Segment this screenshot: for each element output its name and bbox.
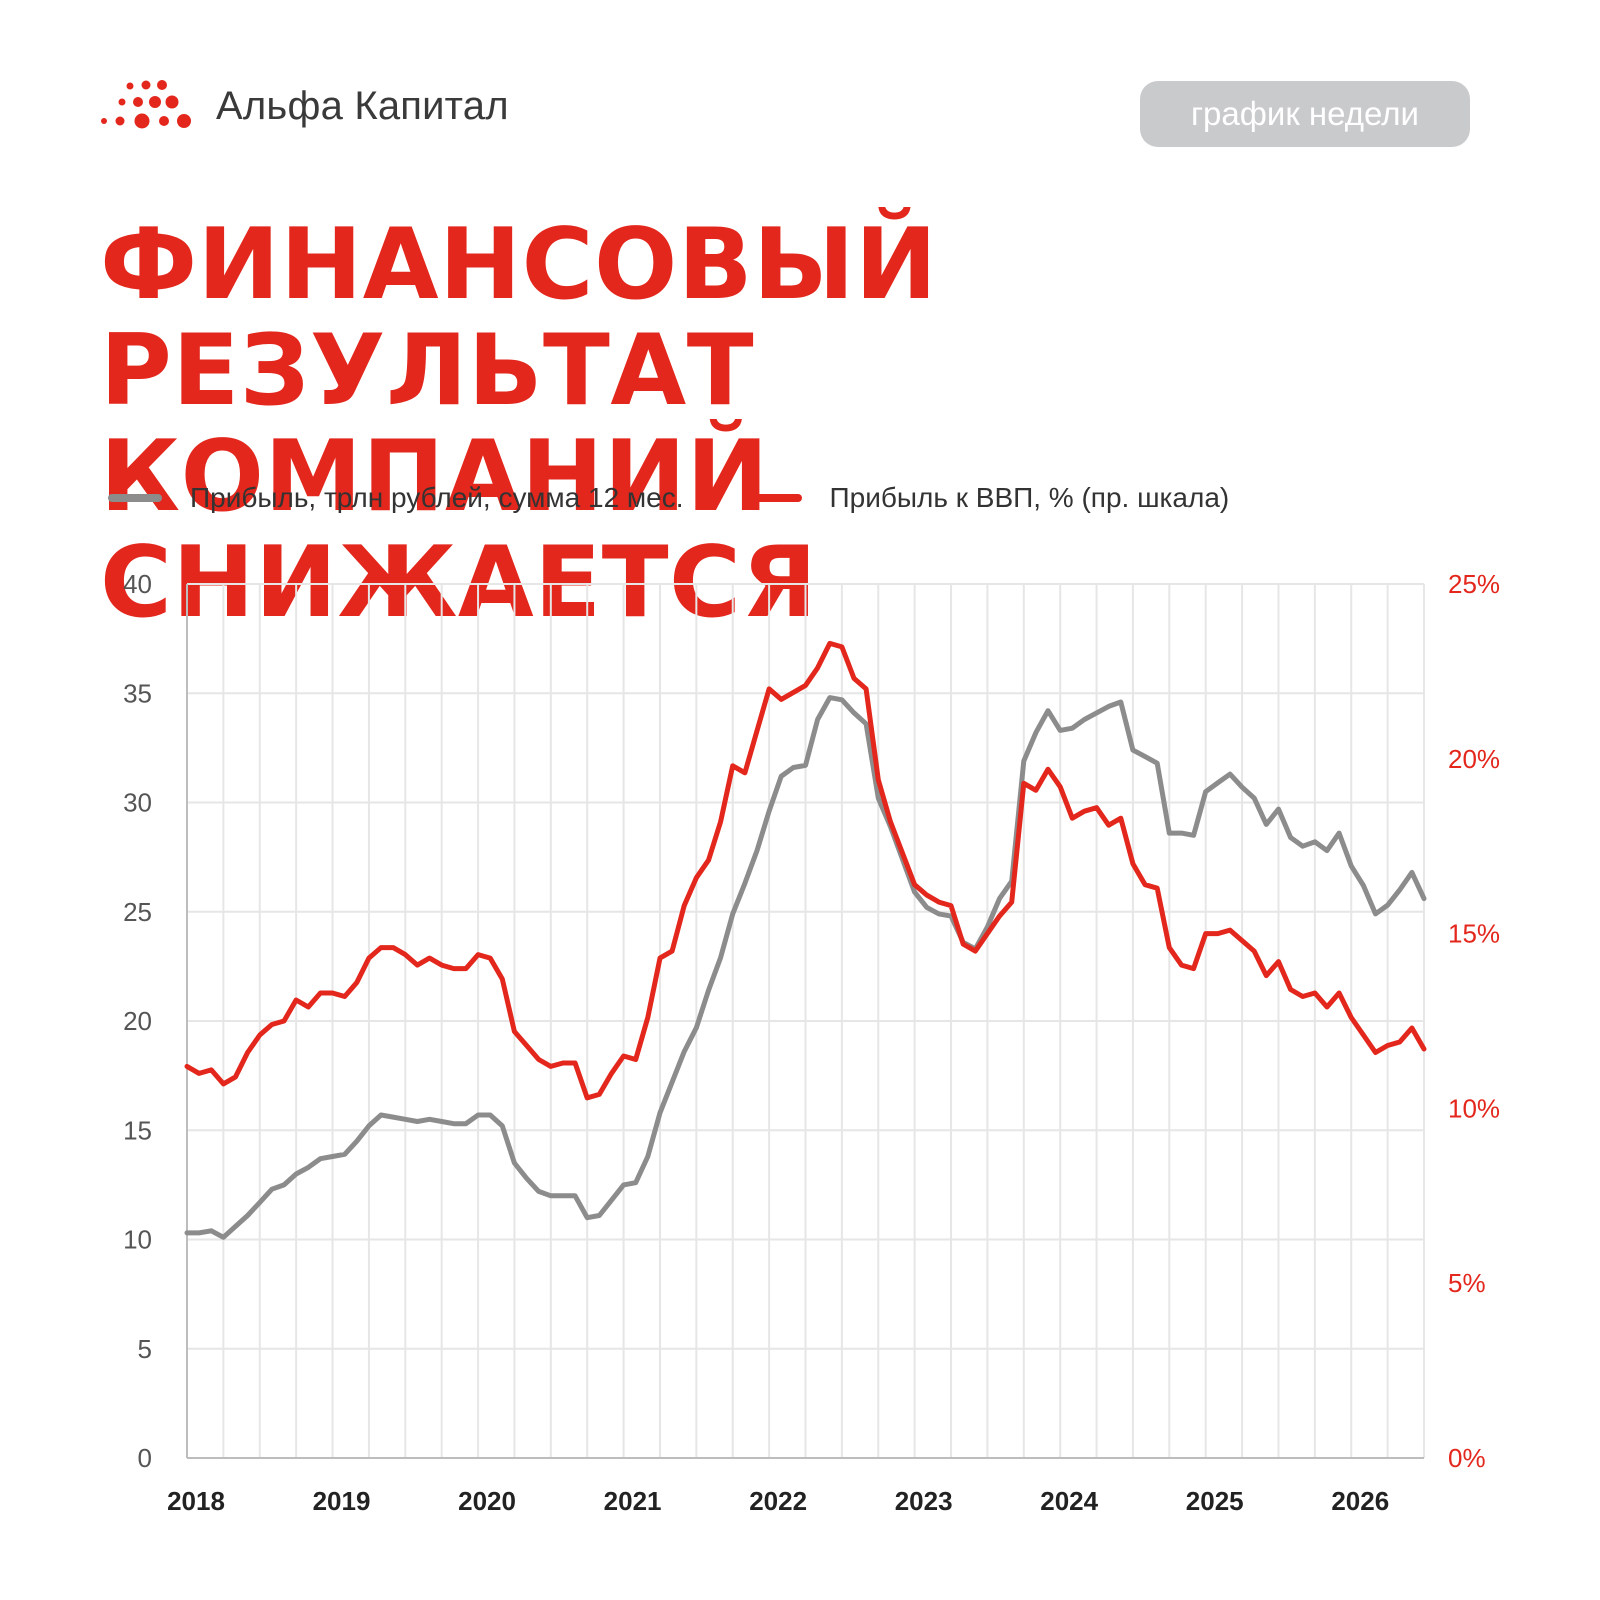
y-left-tick-label: 10 — [123, 1225, 152, 1255]
y-left-tick-label: 20 — [123, 1006, 152, 1036]
series-line-profit — [184, 695, 1427, 1240]
y-left-tick-label: 30 — [123, 788, 152, 818]
y-left-tick-label: 40 — [123, 569, 152, 599]
y-left-tick-label: 0 — [138, 1443, 152, 1473]
y-left-tick-label: 5 — [138, 1334, 152, 1364]
y-right-tick-label: 5% — [1448, 1268, 1486, 1298]
dots-logo-icon — [101, 80, 191, 129]
legend-item-profit-gdp: Прибыль к ВВП, % (пр. шкала) — [747, 482, 1230, 514]
y-left-tick-label: 25 — [123, 897, 152, 927]
x-tick-label: 2022 — [749, 1486, 807, 1516]
x-tick-label: 2025 — [1186, 1486, 1244, 1516]
page-title: ФИНАНСОВЫЙ РЕЗУЛЬТАТ КОМПАНИЙ СНИЖАЕТСЯ — [100, 212, 1520, 636]
chart-legend: Прибыль, трлн рублей, сумма 12 мес. Приб… — [108, 482, 1293, 514]
legend-label-profit: Прибыль, трлн рублей, сумма 12 мес. — [190, 482, 684, 513]
chart-series — [184, 640, 1427, 1240]
y-left-tick-label: 15 — [123, 1115, 152, 1145]
week-chart-badge: график недели — [1140, 81, 1470, 147]
x-tick-label: 2024 — [1040, 1486, 1098, 1516]
y-right-tick-label: 10% — [1448, 1093, 1500, 1123]
x-tick-label: 2019 — [313, 1486, 371, 1516]
legend-swatch-profit-gdp — [747, 494, 802, 502]
legend-item-profit: Прибыль, трлн рублей, сумма 12 мес. — [108, 482, 684, 514]
y-right-tick-label: 25% — [1448, 569, 1500, 599]
y-left-tick-label: 35 — [123, 678, 152, 708]
legend-swatch-profit — [108, 494, 162, 502]
x-tick-label: 2021 — [604, 1486, 662, 1516]
x-tick-label: 2018 — [167, 1486, 225, 1516]
chart-grid — [186, 583, 1425, 1459]
x-tick-label: 2023 — [895, 1486, 953, 1516]
y-right-tick-label: 20% — [1448, 744, 1500, 774]
x-tick-label: 2026 — [1331, 1486, 1389, 1516]
x-tick-label: 2020 — [458, 1486, 516, 1516]
y-right-tick-label: 0% — [1448, 1443, 1486, 1473]
legend-label-profit-gdp: Прибыль к ВВП, % (пр. шкала) — [829, 482, 1230, 513]
chart-axes — [186, 584, 1424, 1459]
title-line-1: ФИНАНСОВЫЙ РЕЗУЛЬТАТ — [100, 208, 938, 428]
y-right-tick-label: 15% — [1448, 919, 1500, 949]
brand-name: Альфа Капитал — [216, 83, 509, 128]
brand-logo: Альфа Капитал — [100, 78, 509, 134]
series-line-profit-gdp — [184, 640, 1427, 1101]
